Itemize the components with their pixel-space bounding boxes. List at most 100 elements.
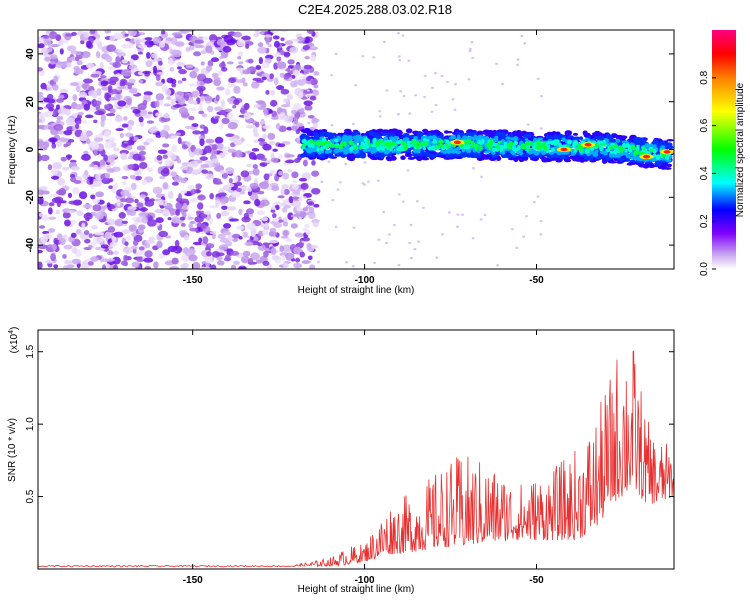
spectrogram-signal-cell (385, 156, 394, 162)
spectrogram-signal-cell (513, 157, 519, 163)
spectrogram-noise-cell (101, 86, 110, 91)
spectrogram-noise-cell (102, 264, 107, 269)
spectrogram-peak (642, 154, 650, 159)
spectrogram-noise-cell (121, 220, 129, 224)
spectrogram-signal-cell (567, 135, 574, 138)
spectrogram-noise-cell (270, 116, 279, 120)
spectrogram-noise-cell (56, 115, 64, 121)
spectrogram-noise-cell (50, 54, 58, 60)
spectrogram-noise-cell (47, 207, 53, 215)
spectrogram-noise-cell (227, 234, 233, 242)
spectrogram-noise-cell (138, 79, 144, 84)
spectrogram-signal-cell (504, 153, 512, 159)
spectrogram-noise-cell (123, 116, 128, 121)
spectrogram-noise-cell (306, 242, 312, 250)
spectrogram-noise-cell (267, 43, 272, 48)
spectrogram-noise-cell (190, 188, 197, 195)
spectrogram-noise-cell (49, 31, 58, 40)
spectrogram-noise-cell (282, 262, 289, 269)
spectrogram-noise-cell (251, 148, 260, 152)
spectrogram-noise-cell (171, 32, 182, 37)
figure-title: C2E4.2025.288.03.02.R18 (298, 2, 452, 17)
spectrogram-signal-cell (619, 148, 624, 153)
spectrogram-noise-cell (227, 111, 234, 120)
spectrogram-noise-cell (261, 76, 267, 81)
spectrogram-noise-cell (302, 227, 308, 232)
spectrogram-noise-cell (223, 223, 232, 229)
spectrogram-signal-cell (372, 132, 378, 138)
spectrogram-noise-cell (258, 56, 263, 65)
spectrogram-noise-cell (265, 37, 270, 45)
spectrogram-signal-cell (629, 159, 636, 163)
spectrogram-noise-cell (264, 247, 270, 252)
spectrogram-noise-cell (312, 221, 319, 228)
spectrogram-noise-cell (169, 49, 179, 55)
spectrogram-noise-cell (179, 216, 186, 221)
spectrogram-signal-cell (528, 141, 533, 147)
spectrogram-noise-cell (269, 227, 277, 233)
spectrogram-signal-cell (666, 139, 674, 142)
spectrogram-noise-cell (89, 106, 97, 112)
spectrogram-signal-cell (495, 133, 501, 137)
spectrogram-noise-cell (158, 60, 163, 66)
spectrogram-noise-cell (280, 88, 290, 95)
spectrogram-noise-cell (198, 237, 203, 243)
spectrogram-noise-cell (276, 107, 284, 114)
spectrogram-noise-cell (126, 235, 132, 241)
spectrogram-noise-cell (285, 154, 295, 158)
spectrogram-signal-cell (427, 146, 433, 151)
spectrogram-noise-cell (81, 83, 88, 89)
spectrogram-noise-cell (81, 153, 91, 161)
spectrogram-noise-cell (224, 88, 231, 96)
snr-y-tick-label: 1.5 (25, 344, 36, 358)
spectrogram-noise-cell (138, 116, 144, 123)
spectrogram-signal-cell (301, 143, 306, 147)
spectrogram-noise-cell (308, 211, 316, 220)
spectrogram-noise-cell (145, 60, 153, 68)
spectrogram-noise-cell (191, 169, 201, 174)
spectrogram-noise-cell (203, 95, 213, 102)
spectrogram-sparse-cell (338, 181, 342, 184)
spectrogram-sparse-cell (470, 41, 474, 44)
spectrogram-noise-cell (237, 56, 242, 60)
spectrogram-noise-cell (236, 67, 244, 71)
spectrogram-noise-cell (236, 225, 245, 230)
spectrogram-signal-cell (600, 150, 606, 155)
spectrogram-signal-cell (427, 132, 434, 138)
spectrogram-noise-cell (117, 49, 124, 53)
spectrogram-sparse-cell (532, 200, 536, 204)
spectrogram-noise-cell (139, 150, 147, 156)
spectrogram-signal-cell (611, 134, 619, 138)
spectrogram-sparse-cell (399, 90, 403, 93)
spectrogram-signal-cell (491, 153, 498, 159)
snr-panel: -150 -100 -50 0.5 1.0 1.5 Height of straight… (7, 327, 675, 595)
spectrogram-noise-cell (298, 177, 307, 182)
spectrogram-signal-cell (370, 149, 375, 155)
spectrogram-signal-cell (660, 140, 666, 146)
spectrogram-noise-cell (62, 166, 70, 171)
spectrogram-noise-cell (38, 118, 43, 123)
spectrogram-signal-cell (444, 142, 449, 146)
spectrogram-noise-cell (70, 165, 81, 171)
spectrogram-noise-cell (83, 212, 93, 220)
spectrogram-signal-cell (476, 135, 482, 140)
spectrogram-noise-cell (256, 210, 266, 216)
spectrogram-signal-cell (404, 137, 410, 141)
spectrogram-sparse-cell (480, 175, 484, 178)
spectrogram-signal-cell (471, 152, 477, 156)
spectrogram-noise-cell (242, 250, 251, 257)
spectrogram-signal-cell (622, 143, 626, 149)
spectrogram-signal-cell (531, 148, 536, 154)
spectrogram-sparse-cell (515, 246, 519, 250)
spectrogram-noise-cell (309, 264, 316, 269)
spectrogram-noise-cell (62, 254, 67, 259)
spectrogram-sparse-cell (344, 162, 348, 166)
spectrogram-noise-cell (90, 194, 96, 200)
spectrogram-signal-cell (307, 142, 313, 148)
spectrogram-signal-cell (615, 138, 621, 143)
spectrogram-signal-cell (316, 146, 320, 153)
spectrogram-noise-cell (167, 217, 172, 221)
spectrogram-noise-cell (296, 137, 302, 144)
spectrogram-sparse-cell (330, 73, 334, 77)
spectrogram-noise-cell (219, 152, 226, 159)
